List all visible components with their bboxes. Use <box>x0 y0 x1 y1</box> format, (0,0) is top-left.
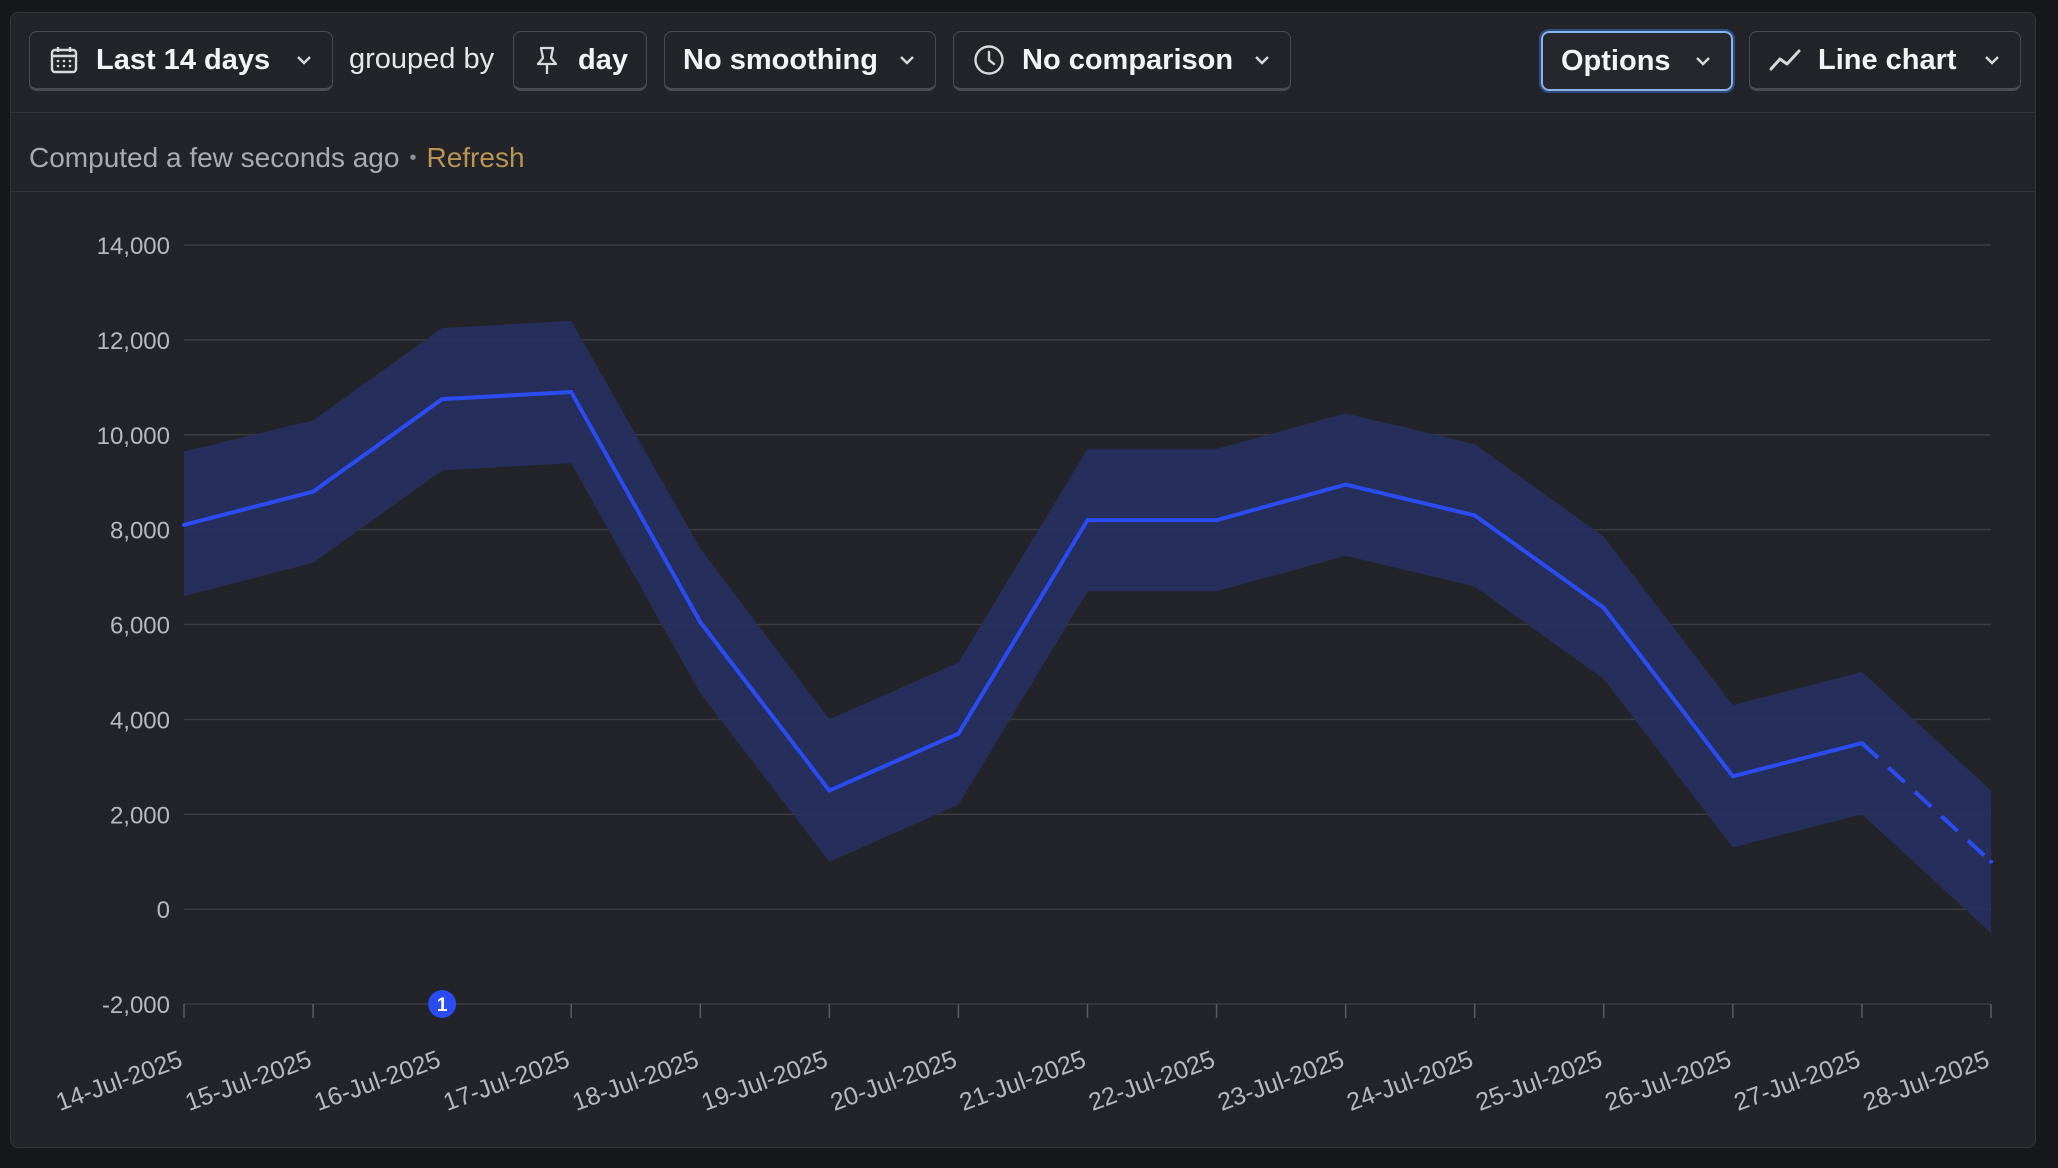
data-point <box>1601 605 1606 610</box>
calendar-icon <box>48 44 80 76</box>
chart-type-label: Line chart <box>1818 43 1957 76</box>
x-tick-label: 15-Jul-2025 <box>181 1045 315 1116</box>
date-range-button[interactable]: Last 14 days <box>29 31 333 91</box>
data-point <box>827 788 832 793</box>
insight-panel: Last 14 days grouped by day No smoothing… <box>10 12 2036 1148</box>
series-line-incomplete <box>1860 741 1993 864</box>
grouped-by-label: grouped by <box>349 43 495 75</box>
y-tick-label: 10,000 <box>97 423 170 450</box>
chevron-down-icon <box>1982 50 2002 70</box>
options-button[interactable]: Options <box>1539 29 1735 93</box>
data-point <box>1472 513 1477 518</box>
options-label: Options <box>1561 44 1671 77</box>
data-point <box>1085 518 1090 523</box>
line-chart: -2,000 0 2,000 4,000 6,000 8,000 10,000 12,000 1… <box>52 233 1993 1117</box>
smoothing-button[interactable]: No smoothing <box>664 31 936 91</box>
y-tick-label: 8,000 <box>110 518 170 545</box>
comparison-label: No comparison <box>1022 43 1234 76</box>
annotation-marker <box>428 990 457 1018</box>
data-point <box>311 489 316 494</box>
chevron-down-icon <box>897 50 917 70</box>
compute-status: Computed a few seconds ago • Refresh <box>29 113 525 203</box>
chart-type-button[interactable]: Line chart <box>1749 31 2021 91</box>
refresh-link[interactable]: Refresh <box>426 142 525 173</box>
x-tick-label: 18-Jul-2025 <box>569 1045 703 1116</box>
x-tick-label: 28-Jul-2025 <box>1859 1045 1993 1116</box>
data-point <box>1343 482 1348 487</box>
x-tick-label: 16-Jul-2025 <box>311 1045 445 1116</box>
x-tick-label: 19-Jul-2025 <box>698 1045 832 1116</box>
chart-toolbar: Last 14 days grouped by day No smoothing… <box>11 13 2035 113</box>
x-tick-label: 14-Jul-2025 <box>52 1045 186 1116</box>
y-tick-label: 12,000 <box>97 328 170 355</box>
annotation-count: 1 <box>437 995 448 1016</box>
y-tick-label: 2,000 <box>110 802 170 829</box>
data-point <box>1730 774 1735 779</box>
x-tick-label: 22-Jul-2025 <box>1085 1045 1219 1116</box>
chevron-down-icon <box>1693 51 1713 71</box>
series-line <box>183 390 1863 793</box>
pin-icon <box>532 44 562 76</box>
x-tick-label: 27-Jul-2025 <box>1730 1045 1864 1116</box>
status-separator: • <box>409 146 417 169</box>
status-divider <box>11 191 2035 192</box>
x-tick-label: 20-Jul-2025 <box>827 1045 961 1116</box>
y-tick-label: 0 <box>157 897 170 924</box>
data-point <box>698 620 703 625</box>
computed-text: Computed a few seconds ago <box>29 142 400 173</box>
y-tick-label: 4,000 <box>110 707 170 734</box>
x-tick-label: 17-Jul-2025 <box>440 1045 574 1116</box>
data-point <box>1859 741 1864 746</box>
line-chart-icon <box>1768 47 1802 73</box>
smoothing-label: No smoothing <box>683 43 878 76</box>
group-interval-button[interactable]: day <box>513 31 647 91</box>
group-interval-label: day <box>578 43 628 76</box>
x-tick-label: 25-Jul-2025 <box>1472 1045 1606 1116</box>
x-tick-label: 23-Jul-2025 <box>1214 1045 1348 1116</box>
data-point <box>1989 859 1993 864</box>
y-tick-label: 6,000 <box>110 613 170 640</box>
chevron-down-icon <box>1252 50 1272 70</box>
x-tick-label: 26-Jul-2025 <box>1601 1045 1735 1116</box>
y-tick-label: -2,000 <box>102 992 170 1019</box>
chevron-down-icon <box>294 50 314 70</box>
data-point <box>569 390 574 395</box>
data-point <box>956 731 961 736</box>
comparison-button[interactable]: No comparison <box>953 31 1291 91</box>
x-tick-label: 24-Jul-2025 <box>1343 1045 1477 1116</box>
clock-icon <box>972 43 1006 77</box>
data-point <box>440 397 445 402</box>
y-tick-label: 14,000 <box>97 233 170 260</box>
date-range-label: Last 14 days <box>96 43 271 76</box>
data-point <box>182 522 186 527</box>
x-tick-label: 21-Jul-2025 <box>956 1045 1090 1116</box>
confidence-band <box>184 320 1991 933</box>
data-point <box>1214 518 1219 523</box>
